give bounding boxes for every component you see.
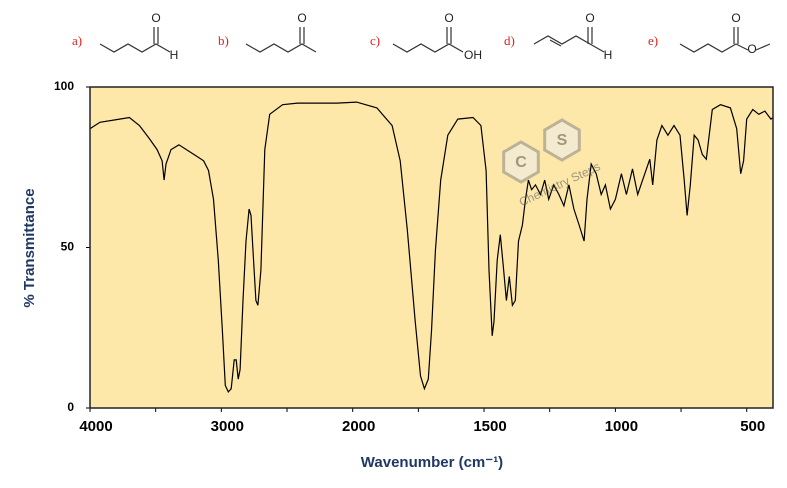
x-tick-label: 3000 — [211, 418, 244, 435]
bond — [392, 27, 464, 53]
x-tick-label: 1500 — [473, 418, 506, 435]
structure-label: b) — [218, 33, 229, 48]
x-tick-label: 500 — [740, 418, 765, 435]
y-tick-label: 50 — [61, 240, 75, 254]
atom-label: O — [444, 11, 453, 25]
atom-label: O — [747, 42, 756, 56]
x-tick-label: 2000 — [342, 418, 375, 435]
x-tick-label: 4000 — [79, 418, 112, 435]
structure-label: e) — [648, 33, 658, 48]
atom-label: O — [585, 11, 594, 25]
bond — [679, 27, 771, 53]
bond — [99, 27, 171, 53]
x-tick-label: 1000 — [605, 418, 638, 435]
y-axis-title: % Transmittance — [21, 188, 38, 307]
atom-label: OH — [464, 48, 482, 62]
spectrum-line — [89, 101, 774, 393]
plot-border — [89, 86, 774, 409]
bond — [245, 27, 317, 53]
atom-label: O — [151, 11, 160, 25]
atom-label: H — [604, 48, 613, 62]
structure-label: a) — [72, 33, 82, 48]
structures — [99, 27, 771, 53]
watermark-letter: S — [557, 132, 568, 149]
watermark-hexagon — [543, 118, 581, 162]
plot-area — [90, 87, 773, 408]
y-tick-label: 0 — [67, 400, 74, 414]
x-axis-title: Wavenumber (cm⁻¹) — [361, 454, 503, 471]
structure-label: d) — [504, 33, 515, 48]
watermark-hexagon — [502, 140, 540, 184]
structure-label: c) — [370, 33, 380, 48]
bond — [533, 27, 605, 53]
watermark-letter: C — [515, 154, 527, 171]
atom-label: H — [170, 48, 179, 62]
atom-label: O — [731, 11, 740, 25]
atom-label: O — [297, 11, 306, 25]
y-tick-label: 100 — [54, 79, 74, 93]
